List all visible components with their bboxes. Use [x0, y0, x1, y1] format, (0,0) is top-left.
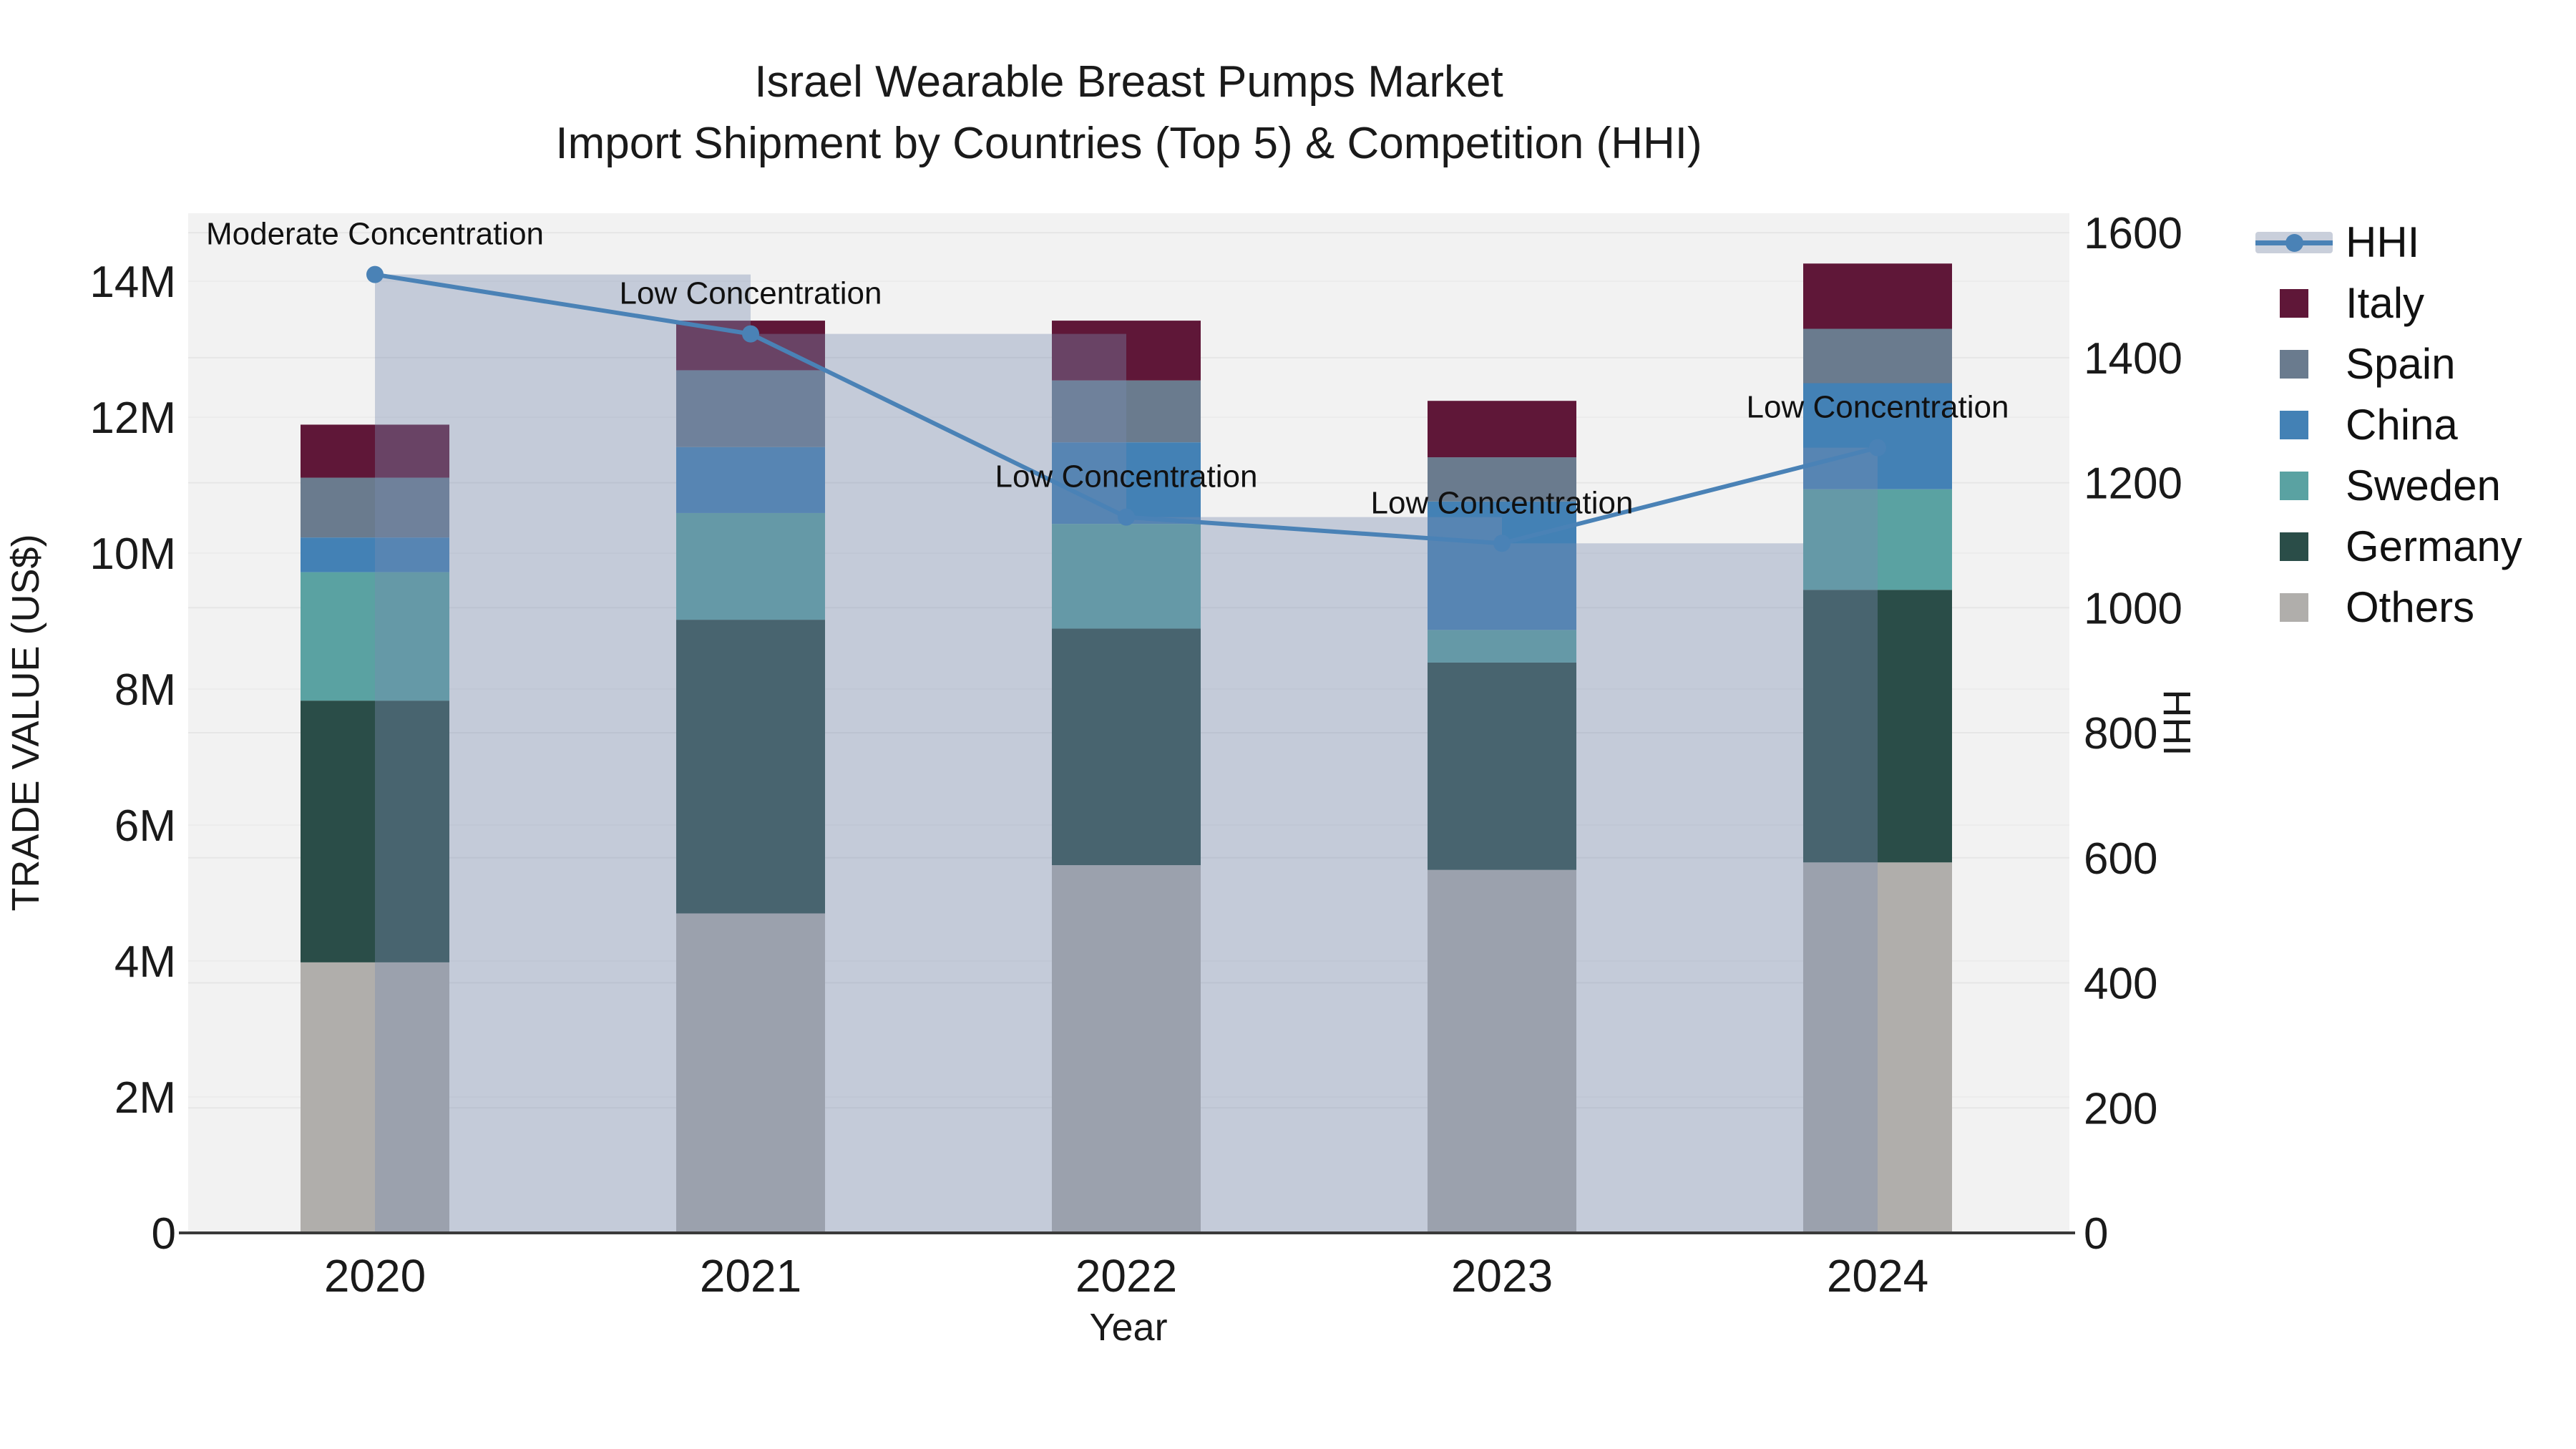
bar-segment-germany-2024[interactable]: [1803, 590, 1952, 863]
bar-segment-italy-2024[interactable]: [1803, 263, 1952, 329]
bar-segment-china-2024[interactable]: [1803, 383, 1952, 489]
bar-segment-germany-2020[interactable]: [301, 701, 449, 962]
legend-label: Spain: [2346, 340, 2456, 388]
bar-segment-italy-2023[interactable]: [1428, 401, 1576, 458]
legend-square-swatch-icon: [2253, 471, 2336, 500]
bar-segment-sweden-2024[interactable]: [1803, 489, 1952, 590]
y-tick-label: 12M: [89, 394, 176, 443]
y2-tick-label: 1000: [2084, 584, 2182, 633]
x-axis-title: Year: [1089, 1306, 1168, 1349]
bar-segment-spain-2020[interactable]: [301, 477, 449, 538]
bar-segment-spain-2021[interactable]: [676, 370, 825, 447]
y-tick-label: 6M: [114, 801, 176, 851]
legend-label: Others: [2346, 583, 2475, 631]
legend-label: Sweden: [2346, 462, 2501, 509]
hhi-marker-2022[interactable]: [1118, 508, 1135, 526]
legend-item-china[interactable]: China: [2253, 394, 2522, 455]
x-tick-label-2024: 2024: [1827, 1250, 1928, 1302]
legend-square-swatch-icon: [2253, 532, 2336, 561]
bar-segment-sweden-2022[interactable]: [1052, 524, 1201, 629]
y2-axis-title: HHI: [2155, 689, 2198, 756]
bar-segment-others-2020[interactable]: [301, 962, 449, 1233]
bar-segment-others-2021[interactable]: [676, 913, 825, 1234]
x-tick-label-2022: 2022: [1075, 1250, 1177, 1302]
bar-segment-germany-2022[interactable]: [1052, 628, 1201, 866]
y-tick-label: 10M: [89, 530, 176, 579]
y-tick-label: 14M: [89, 258, 176, 307]
legend-item-spain[interactable]: Spain: [2253, 333, 2522, 394]
legend-square-swatch-icon: [2253, 410, 2336, 439]
y-tick-label: 8M: [114, 665, 176, 715]
y-tick-label: 0: [152, 1209, 176, 1259]
legend-square-swatch-icon: [2253, 592, 2336, 622]
chart-title-line1: Israel Wearable Breast Pumps Market: [754, 57, 1503, 107]
bar-segment-others-2024[interactable]: [1803, 862, 1952, 1233]
bar-segment-others-2022[interactable]: [1052, 865, 1201, 1233]
bar-segment-spain-2023[interactable]: [1428, 457, 1576, 502]
hhi-band-2023: [1502, 543, 1803, 1233]
bar-segment-china-2023[interactable]: [1428, 501, 1576, 630]
hhi-band-2024: [1803, 447, 1878, 1233]
y2-tick-label: 600: [2084, 834, 2157, 884]
y2-tick-label: 200: [2084, 1084, 2157, 1133]
bar-segment-sweden-2020[interactable]: [301, 572, 449, 701]
legend-label: HHI: [2346, 218, 2420, 266]
bar-segment-spain-2022[interactable]: [1052, 380, 1201, 443]
x-tick-label-2023: 2023: [1451, 1250, 1553, 1302]
y2-tick-label: 1600: [2084, 209, 2182, 258]
y2-tick-label: 0: [2084, 1209, 2108, 1259]
hhi-marker-2023[interactable]: [1493, 535, 1511, 552]
legend-item-sweden[interactable]: Sweden: [2253, 455, 2522, 516]
legend-line-swatch-icon: [2253, 231, 2336, 253]
hhi-marker-2020[interactable]: [366, 265, 384, 283]
x-tick-label-2020: 2020: [324, 1250, 426, 1302]
hhi-band-2021: [751, 333, 1126, 1233]
y2-tick-label: 1200: [2084, 459, 2182, 509]
annotation-2023: Low Concentration: [1371, 485, 1634, 520]
y2-tick-label: 400: [2084, 960, 2157, 1009]
y-axis-title: TRADE VALUE (US$): [4, 534, 47, 912]
legend: HHI Italy Spain China Sweden Germany Others: [2253, 212, 2522, 638]
legend-item-italy[interactable]: Italy: [2253, 273, 2522, 333]
legend-item-germany[interactable]: Germany: [2253, 516, 2522, 577]
legend-item-others[interactable]: Others: [2253, 577, 2522, 638]
legend-label: Germany: [2346, 522, 2522, 570]
hhi-marker-2021[interactable]: [742, 325, 759, 343]
bar-segment-italy-2022[interactable]: [1052, 321, 1201, 381]
chart-title-line2: Import Shipment by Countries (Top 5) & C…: [555, 119, 1702, 168]
bar-segment-germany-2023[interactable]: [1428, 662, 1576, 870]
bar-segment-china-2021[interactable]: [676, 447, 825, 513]
hhi-band-2022: [1126, 517, 1502, 1233]
y-tick-label: 4M: [114, 937, 176, 987]
hhi-band-2020: [375, 274, 751, 1233]
legend-square-swatch-icon: [2253, 288, 2336, 318]
y2-tick-label: 800: [2084, 709, 2157, 758]
bar-segment-germany-2021[interactable]: [676, 620, 825, 914]
annotation-2021: Low Concentration: [620, 276, 882, 311]
legend-label: China: [2346, 401, 2458, 449]
bar-segment-italy-2020[interactable]: [301, 424, 449, 478]
annotation-2022: Low Concentration: [995, 459, 1258, 494]
legend-item-hhi[interactable]: HHI: [2253, 212, 2522, 273]
x-tick-label-2021: 2021: [700, 1250, 801, 1302]
hhi-marker-2024[interactable]: [1869, 439, 1886, 457]
bar-segment-others-2023[interactable]: [1428, 869, 1576, 1233]
bar-segment-spain-2024[interactable]: [1803, 328, 1952, 384]
legend-square-swatch-icon: [2253, 349, 2336, 379]
bar-segment-china-2020[interactable]: [301, 537, 449, 572]
annotation-2020: Moderate Concentration: [206, 217, 544, 252]
annotation-2024: Low Concentration: [1747, 390, 2009, 425]
y2-tick-label: 1400: [2084, 334, 2182, 384]
chart-title: Israel Wearable Breast Pumps Market Impo…: [0, 52, 2258, 175]
y-tick-label: 2M: [114, 1073, 176, 1123]
legend-label: Italy: [2346, 279, 2425, 327]
bar-segment-sweden-2021[interactable]: [676, 512, 825, 620]
bar-segment-sweden-2023[interactable]: [1428, 630, 1576, 663]
